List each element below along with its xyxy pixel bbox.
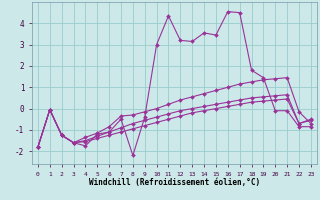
X-axis label: Windchill (Refroidissement éolien,°C): Windchill (Refroidissement éolien,°C)	[89, 178, 260, 187]
